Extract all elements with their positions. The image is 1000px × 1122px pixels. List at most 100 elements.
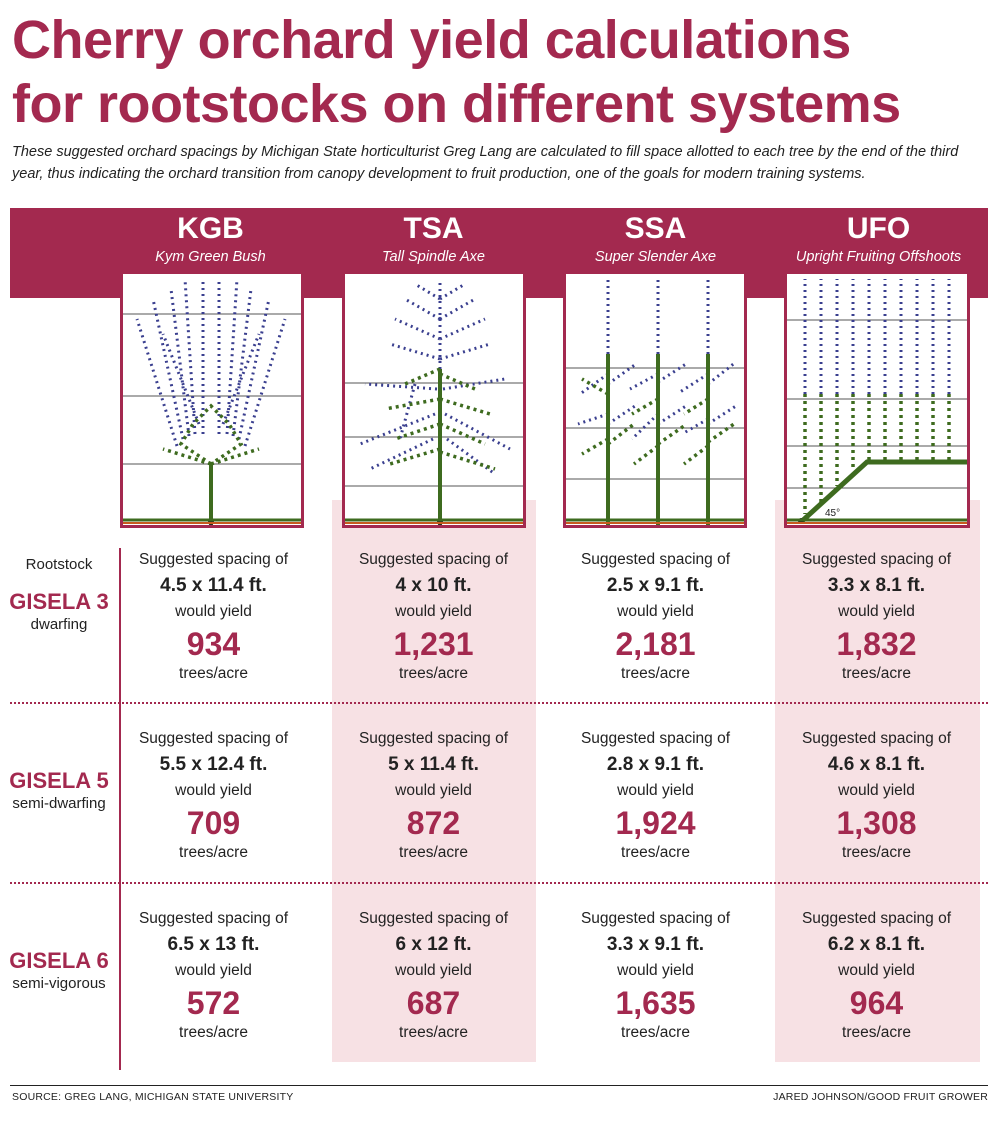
yield-label: would yield: [617, 782, 694, 799]
unit-label: trees/acre: [621, 665, 690, 682]
unit-label: trees/acre: [399, 844, 468, 861]
ssa-tree-illustration: [566, 279, 744, 525]
spacing-label: Suggested spacing of: [358, 910, 509, 927]
unit-label: trees/acre: [399, 1024, 468, 1041]
unit-label: trees/acre: [842, 665, 911, 682]
yield-value: 687: [406, 985, 461, 1021]
angle-label: 45°: [825, 508, 840, 519]
spacing-label: Suggested spacing of: [580, 551, 731, 568]
spacing-label: Suggested spacing of: [801, 551, 952, 568]
yield-cell: Suggested spacing of 4.6 x 8.1 ft. would…: [766, 728, 987, 864]
row-separator: [10, 882, 988, 884]
spacing-label: Suggested spacing of: [138, 730, 289, 747]
spacing-label: Suggested spacing of: [801, 910, 952, 927]
yield-cell: Suggested spacing of 4.5 x 11.4 ft. woul…: [103, 549, 324, 685]
yield-label: would yield: [838, 782, 915, 799]
rootstock-gisela-5: GISELA 5 semi-dwarfing: [0, 768, 118, 814]
rootstock-desc: semi-vigorous: [12, 975, 106, 992]
spacing-value: 2.5 x 9.1 ft.: [606, 575, 705, 596]
unit-label: trees/acre: [179, 844, 248, 861]
rootstock-desc: semi-dwarfing: [12, 795, 106, 812]
spacing-value: 3.3 x 9.1 ft.: [606, 934, 705, 955]
yield-label: would yield: [395, 962, 472, 979]
column-header-tsa: TSA Tall Spindle Axe: [323, 210, 544, 266]
yield-label: would yield: [175, 603, 252, 620]
unit-label: trees/acre: [621, 1024, 690, 1041]
yield-value: 2,181: [615, 626, 696, 662]
yield-value: 934: [186, 626, 241, 662]
yield-value: 1,924: [615, 805, 696, 841]
yield-label: would yield: [838, 962, 915, 979]
rootstock-name: GISELA 5: [9, 768, 109, 793]
spacing-value: 5.5 x 12.4 ft.: [159, 754, 268, 775]
yield-value: 872: [406, 805, 461, 841]
footer-rule: [10, 1085, 988, 1086]
rootstock-heading: Rootstock: [25, 556, 93, 573]
rootstock-desc: dwarfing: [30, 616, 88, 633]
row-separator: [10, 702, 988, 704]
spacing-value: 3.3 x 8.1 ft.: [827, 575, 926, 596]
spacing-value: 4.6 x 8.1 ft.: [827, 754, 926, 775]
spacing-label: Suggested spacing of: [358, 730, 509, 747]
system-name: Super Slender Axe: [594, 249, 717, 265]
yield-cell: Suggested spacing of 5.5 x 12.4 ft. woul…: [103, 728, 324, 864]
ufo-tree-illustration: 45°: [787, 279, 967, 524]
yield-label: would yield: [175, 962, 252, 979]
spacing-value: 6.5 x 13 ft.: [167, 934, 260, 955]
rootstock-divider: [119, 548, 121, 1070]
unit-label: trees/acre: [621, 844, 690, 861]
yield-label: would yield: [617, 603, 694, 620]
spacing-value: 4.5 x 11.4 ft.: [160, 575, 267, 596]
yield-cell: Suggested spacing of 6 x 12 ft. would yi…: [323, 908, 544, 1044]
kgb-tree-illustration: [123, 278, 301, 525]
spacing-value: 6 x 12 ft.: [395, 934, 472, 955]
spacing-label: Suggested spacing of: [580, 730, 731, 747]
system-abbr: UFO: [846, 212, 911, 245]
yield-value: 1,231: [393, 626, 474, 662]
unit-label: trees/acre: [179, 665, 248, 682]
system-abbr: SSA: [624, 212, 687, 245]
rootstock-gisela-3: GISELA 3 dwarfing: [0, 589, 118, 635]
yield-cell: Suggested spacing of 4 x 10 ft. would yi…: [323, 549, 544, 685]
yield-label: would yield: [395, 603, 472, 620]
spacing-label: Suggested spacing of: [580, 910, 731, 927]
yield-cell: Suggested spacing of 3.3 x 9.1 ft. would…: [545, 908, 766, 1044]
rootstock-name: GISELA 3: [9, 589, 109, 614]
yield-cell: Suggested spacing of 5 x 11.4 ft. would …: [323, 728, 544, 864]
yield-value: 1,832: [836, 626, 917, 662]
yield-cell: Suggested spacing of 3.3 x 8.1 ft. would…: [766, 549, 987, 685]
page-title: Cherry orchard yield calculations for ro…: [12, 8, 992, 136]
spacing-label: Suggested spacing of: [801, 730, 952, 747]
tsa-tree-illustration: [345, 282, 523, 525]
spacing-value: 2.8 x 9.1 ft.: [606, 754, 705, 775]
column-shade-ufo: [775, 500, 980, 1062]
yield-label: would yield: [617, 962, 694, 979]
column-header-kgb: KGB Kym Green Bush: [100, 210, 321, 266]
spacing-value: 6.2 x 8.1 ft.: [827, 934, 926, 955]
unit-label: trees/acre: [842, 1024, 911, 1041]
yield-value: 964: [849, 985, 904, 1021]
unit-label: trees/acre: [399, 665, 468, 682]
spacing-label: Suggested spacing of: [138, 551, 289, 568]
intro-text: These suggested orchard spacings by Mich…: [12, 144, 959, 182]
system-name: Tall Spindle Axe: [382, 249, 485, 265]
title-line-2: for rootstocks on different systems: [12, 74, 901, 134]
system-name: Upright Fruiting Offshoots: [795, 249, 962, 265]
unit-label: trees/acre: [179, 1024, 248, 1041]
yield-cell: Suggested spacing of 6.5 x 13 ft. would …: [103, 908, 324, 1044]
diagram-tsa: [342, 271, 526, 528]
spacing-value: 4 x 10 ft.: [395, 575, 472, 596]
yield-cell: Suggested spacing of 2.5 x 9.1 ft. would…: [545, 549, 766, 685]
yield-label: would yield: [395, 782, 472, 799]
graphic-credit: JARED JOHNSON/GOOD FRUIT GROWER: [773, 1091, 988, 1103]
spacing-label: Suggested spacing of: [358, 551, 509, 568]
yield-value: 709: [186, 805, 241, 841]
yield-cell: Suggested spacing of 2.8 x 9.1 ft. would…: [545, 728, 766, 864]
yield-label: would yield: [175, 782, 252, 799]
rootstock-gisela-6: GISELA 6 semi-vigorous: [0, 948, 118, 994]
diagram-kgb: [120, 271, 304, 528]
yield-label: would yield: [838, 603, 915, 620]
yield-cell: Suggested spacing of 6.2 x 8.1 ft. would…: [766, 908, 987, 1044]
system-name: Kym Green Bush: [155, 249, 266, 265]
yield-value: 1,635: [615, 985, 696, 1021]
